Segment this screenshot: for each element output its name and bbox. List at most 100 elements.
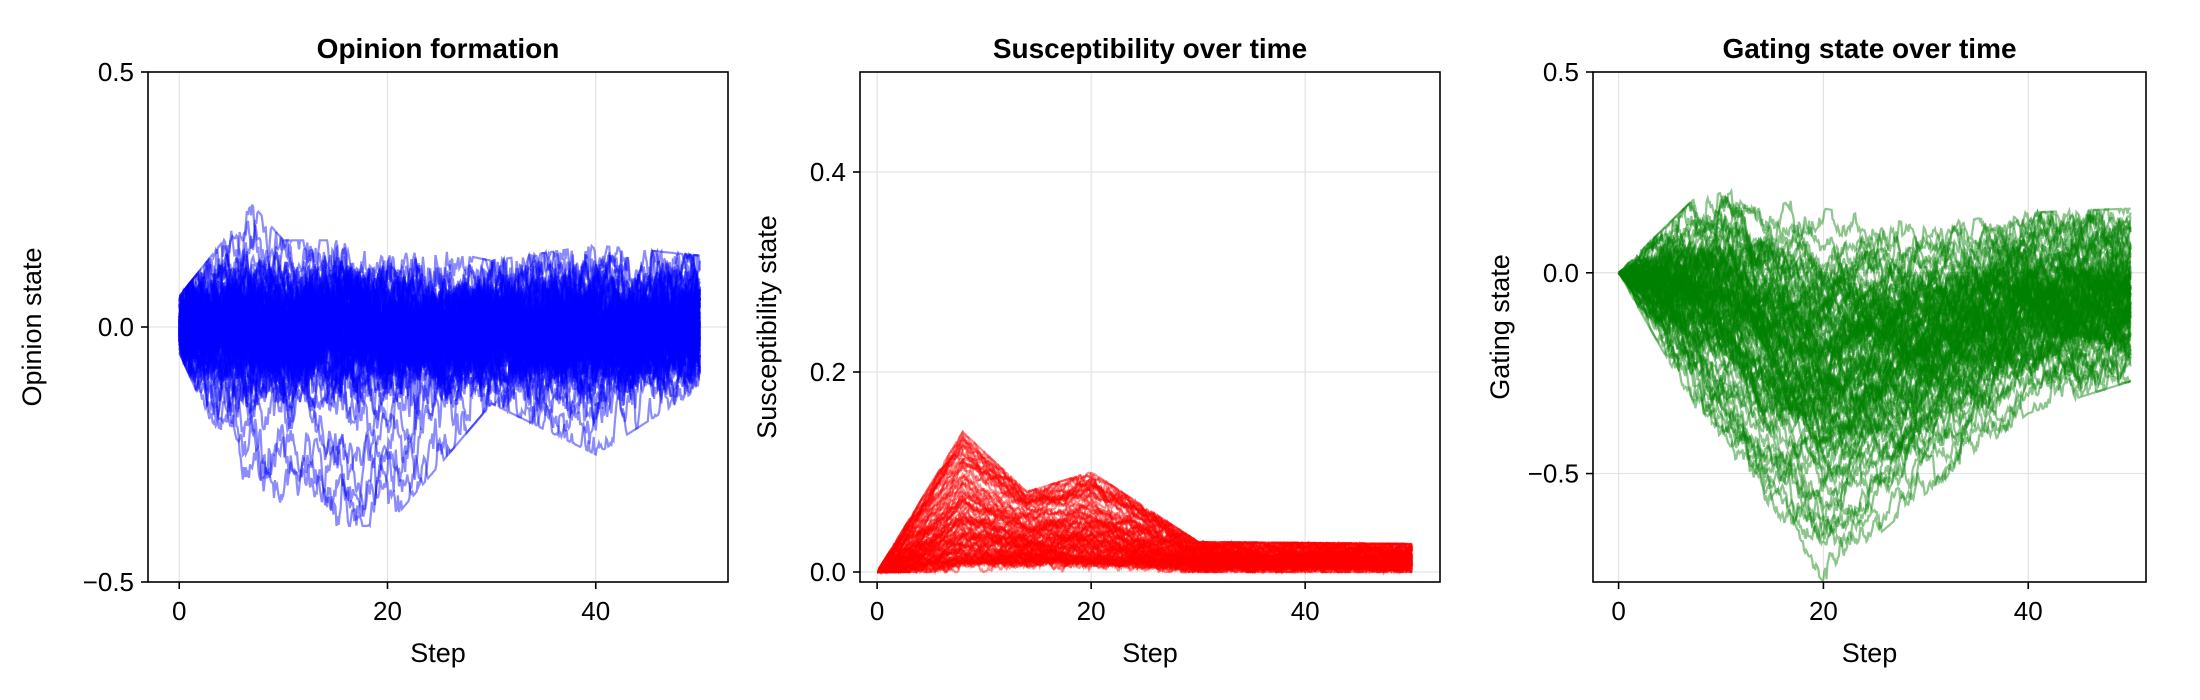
series-line bbox=[877, 505, 1413, 574]
series-line bbox=[877, 552, 1413, 574]
series-line bbox=[877, 537, 1414, 574]
series-line bbox=[877, 514, 1414, 574]
series-line bbox=[1618, 214, 2132, 301]
series-line bbox=[178, 265, 701, 363]
series-line bbox=[1618, 256, 2132, 460]
series-line bbox=[1618, 261, 2132, 388]
series-line bbox=[877, 554, 1414, 574]
series-line bbox=[178, 246, 701, 409]
series-line bbox=[178, 257, 701, 413]
series-line bbox=[877, 446, 1413, 574]
series-line bbox=[1617, 271, 2132, 406]
y-tick-label: 0.0 bbox=[1543, 258, 1579, 288]
series-line bbox=[877, 480, 1414, 574]
y-tick-label: −0.5 bbox=[83, 567, 134, 597]
series-line bbox=[877, 493, 1414, 574]
series-line bbox=[178, 258, 701, 398]
series-line bbox=[178, 254, 701, 371]
series-line bbox=[179, 254, 701, 406]
series-line bbox=[178, 237, 701, 390]
series-line bbox=[178, 253, 701, 382]
y-tick-label: 0.0 bbox=[810, 557, 846, 587]
series-line bbox=[178, 263, 701, 390]
series-line bbox=[178, 257, 701, 402]
series-line bbox=[1618, 238, 2132, 420]
series-line bbox=[1617, 267, 2132, 440]
series-line bbox=[178, 264, 701, 377]
series-line bbox=[178, 299, 701, 493]
series-line bbox=[1618, 202, 2131, 361]
series-line bbox=[178, 253, 701, 376]
series-line bbox=[877, 538, 1413, 574]
series-line bbox=[1618, 240, 2132, 376]
series-line bbox=[1618, 216, 2132, 322]
chart-title: Susceptibility over time bbox=[993, 33, 1307, 64]
y-tick-label: 0.2 bbox=[810, 357, 846, 387]
series-line bbox=[179, 270, 701, 393]
series-line bbox=[1618, 261, 2132, 375]
series-line bbox=[178, 263, 701, 376]
series-line bbox=[1617, 272, 2132, 500]
series-line bbox=[178, 209, 701, 355]
series-line bbox=[1617, 272, 2132, 481]
series-line bbox=[1618, 208, 2132, 381]
series-line bbox=[1617, 271, 2131, 451]
y-tick-label: 0.5 bbox=[1543, 57, 1579, 87]
series-line bbox=[877, 548, 1413, 575]
series-line bbox=[1618, 243, 2132, 391]
series-line bbox=[178, 258, 701, 381]
series-line bbox=[178, 285, 701, 397]
series-line bbox=[1618, 243, 2132, 430]
series-line bbox=[877, 456, 1414, 576]
series-line bbox=[178, 261, 701, 402]
series-line bbox=[877, 550, 1414, 575]
series-line bbox=[178, 285, 701, 427]
series-line bbox=[178, 277, 701, 411]
x-tick-label: 0 bbox=[870, 596, 884, 626]
series-line bbox=[877, 531, 1414, 574]
series-line bbox=[877, 541, 1414, 575]
series-line bbox=[178, 282, 701, 517]
series-line bbox=[1618, 238, 2132, 344]
series-line bbox=[178, 289, 701, 431]
series-line bbox=[178, 243, 701, 434]
series-line bbox=[178, 264, 701, 389]
series-line bbox=[178, 288, 701, 434]
series-line bbox=[877, 456, 1414, 574]
series-line bbox=[1618, 266, 2132, 424]
series-line bbox=[1617, 254, 2132, 407]
series-line bbox=[877, 535, 1413, 574]
series-line bbox=[178, 246, 701, 382]
series-line bbox=[877, 545, 1413, 574]
series-line bbox=[178, 276, 701, 416]
series-line bbox=[877, 490, 1413, 574]
series-group bbox=[877, 429, 1414, 576]
series-line bbox=[178, 264, 701, 415]
series-line bbox=[178, 272, 701, 396]
series-line bbox=[1617, 272, 2131, 447]
series-line bbox=[877, 521, 1413, 574]
series-line bbox=[178, 252, 701, 396]
series-line bbox=[178, 280, 701, 415]
series-line bbox=[1617, 271, 2132, 404]
series-line bbox=[877, 532, 1414, 574]
series-line bbox=[877, 464, 1413, 574]
series-line bbox=[877, 495, 1414, 574]
series-line bbox=[178, 257, 701, 395]
x-tick-label: 40 bbox=[2014, 596, 2043, 626]
series-line bbox=[877, 496, 1414, 574]
series-line bbox=[178, 264, 701, 404]
series-line bbox=[178, 224, 701, 372]
series-line bbox=[877, 528, 1414, 574]
series-line bbox=[877, 501, 1414, 574]
series-line bbox=[1618, 254, 2132, 370]
series-line bbox=[1618, 225, 2132, 330]
series-line bbox=[877, 463, 1414, 574]
series-line bbox=[1618, 249, 2132, 479]
series-line bbox=[877, 508, 1414, 574]
series-line bbox=[877, 547, 1414, 575]
series-line bbox=[1618, 263, 2131, 356]
panel-opinion-formation: 0 20 40 −0.5 0.0 0.5 Opinion formation Step Opin… bbox=[17, 33, 729, 668]
series-line bbox=[1618, 271, 2132, 459]
series-line bbox=[178, 254, 701, 402]
